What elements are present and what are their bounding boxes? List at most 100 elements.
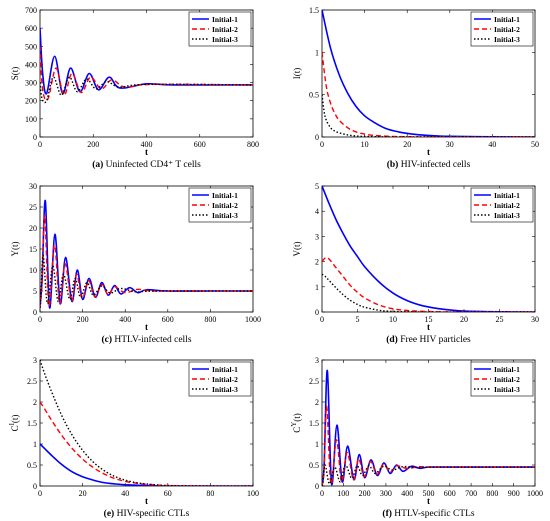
legend-label: Initial-1 <box>212 15 238 24</box>
x-tick-label: 800 <box>486 489 498 498</box>
y-tick-label: 2.5 <box>309 377 319 386</box>
series-line-Initial-2 <box>322 256 535 312</box>
x-tick-label: 0 <box>38 489 42 498</box>
x-tick-label: 1000 <box>527 489 543 498</box>
x-tick-label: 800 <box>247 140 259 149</box>
legend-box <box>188 361 252 397</box>
legend-label: Initial-2 <box>212 375 238 384</box>
x-tick-label: 10 <box>361 140 369 149</box>
y-axis-label: CY(t) <box>290 413 302 433</box>
y-tick-label: 4 <box>315 207 319 216</box>
x-tick-label: 600 <box>444 489 456 498</box>
x-tick-label: 15 <box>425 315 433 324</box>
y-tick-label: 0.5 <box>309 91 319 100</box>
legend-label: Initial-2 <box>494 201 520 210</box>
x-tick-label: 0 <box>320 315 324 324</box>
x-tick-label: 400 <box>141 140 153 149</box>
legend-label: Initial-3 <box>494 35 520 44</box>
x-tick-label: 600 <box>194 140 206 149</box>
y-axis-label: I(t) <box>292 68 302 80</box>
x-tick-label: 0 <box>320 140 324 149</box>
legend-box <box>470 11 534 47</box>
y-axis-label: V(t) <box>292 242 302 257</box>
x-axis-label: t <box>145 496 148 506</box>
y-tick-label: 25 <box>29 203 37 212</box>
y-axis-label: CI(t) <box>8 415 20 432</box>
y-axis-label: S(t) <box>10 67 20 81</box>
legend-label: Initial-1 <box>212 191 238 200</box>
y-tick-label: 3 <box>33 356 37 365</box>
legend-label: Initial-3 <box>494 385 520 394</box>
y-tick-label: 1 <box>315 283 319 292</box>
legend-label: Initial-2 <box>494 25 520 34</box>
x-tick-label: 20 <box>79 489 87 498</box>
y-tick-label: 100 <box>25 115 37 124</box>
x-tick-label: 30 <box>531 315 539 324</box>
y-tick-label: 5 <box>33 287 37 296</box>
y-tick-label: 3 <box>315 232 319 241</box>
x-tick-label: 100 <box>337 489 349 498</box>
x-tick-label: 200 <box>359 489 371 498</box>
y-tick-label: 1.5 <box>27 419 37 428</box>
series-group <box>40 199 253 309</box>
y-tick-label: 10 <box>29 266 37 275</box>
x-tick-label: 40 <box>488 140 496 149</box>
y-tick-label: 1 <box>315 440 319 449</box>
series-group <box>40 28 253 104</box>
legend-box <box>188 187 252 223</box>
chart-panel-5: 0 20 40 60 80 100 0 0.5 1 1.5 2 2.5 3 t CI(t) Initial-1… <box>8 356 259 519</box>
panel-caption: (d) Free HIV particles <box>386 334 471 345</box>
x-tick-label: 30 <box>446 140 454 149</box>
legend-label: Initial-1 <box>494 365 520 374</box>
x-tick-label: 60 <box>164 489 172 498</box>
x-tick-label: 40 <box>121 489 129 498</box>
x-tick-label: 50 <box>531 140 539 149</box>
panel-caption: (b) HIV-infected cells <box>387 159 471 170</box>
y-tick-label: 0.5 <box>27 461 37 470</box>
legend-label: Initial-3 <box>212 35 238 44</box>
series-line-Initial-3 <box>40 360 253 486</box>
legend-label: Initial-2 <box>212 25 238 34</box>
x-tick-label: 1000 <box>245 315 261 324</box>
x-tick-label: 900 <box>508 489 520 498</box>
x-tick-label: 0 <box>38 315 42 324</box>
x-tick-label: 400 <box>119 315 131 324</box>
x-tick-label: 800 <box>204 315 216 324</box>
series-group <box>322 10 535 137</box>
chart-panel-6: 0 100 200 300 400 500 600 700 800 900 1000 0 0.5 1 1.5… <box>290 356 543 519</box>
panel-caption: (a) Uninfected CD4⁺ T cells <box>92 159 201 170</box>
legend-label: Initial-2 <box>212 201 238 210</box>
y-tick-label: 400 <box>25 60 37 69</box>
y-tick-label: 2 <box>315 398 319 407</box>
y-tick-label: 0 <box>315 482 319 491</box>
y-tick-label: 1 <box>315 48 319 57</box>
legend-label: Initial-3 <box>212 211 238 220</box>
series-line-Initial-1 <box>40 28 253 95</box>
y-tick-label: 3 <box>315 356 319 365</box>
legend-label: Initial-2 <box>494 375 520 384</box>
chart-panel-3: 0 200 400 600 800 1000 0 5 10 15 20 25 30 t Y(t) Initia… <box>10 182 261 345</box>
y-tick-label: 20 <box>29 224 37 233</box>
y-tick-label: 700 <box>25 6 37 15</box>
y-tick-label: 0 <box>33 308 37 317</box>
y-tick-label: 600 <box>25 24 37 33</box>
legend-box <box>188 11 252 47</box>
y-tick-label: 1.5 <box>309 6 319 15</box>
y-tick-label: 1 <box>33 440 37 449</box>
series-line-Initial-1 <box>322 186 535 312</box>
y-tick-label: 1.5 <box>309 419 319 428</box>
y-tick-label: 0 <box>33 133 37 142</box>
chart-panel-1: 0 200 400 600 800 0 100 200 300 400 500 600 700 t S(t)… <box>10 6 259 170</box>
panel-caption: (c) HTLV-infected cells <box>101 334 191 345</box>
y-tick-label: 0 <box>315 133 319 142</box>
series-line-Initial-2 <box>40 401 253 486</box>
panel-caption: (e) HIV-specific CTLs <box>104 508 190 519</box>
series-line-Initial-2 <box>40 214 253 308</box>
